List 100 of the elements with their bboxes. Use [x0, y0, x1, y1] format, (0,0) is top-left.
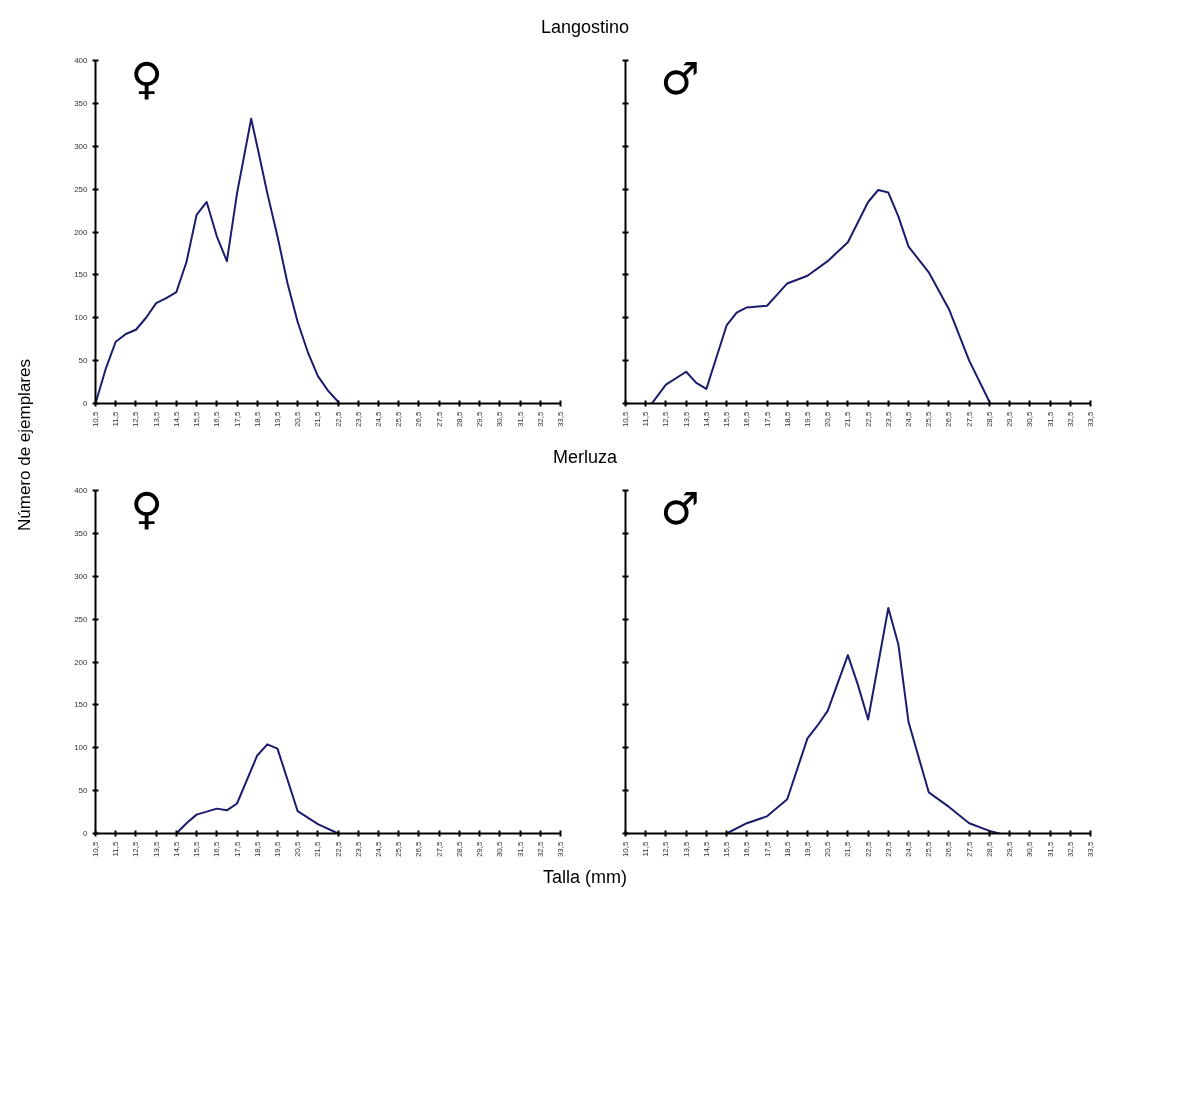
x-tick-label: 11,5 — [641, 840, 651, 857]
x-tick-label: 20,5 — [823, 840, 833, 858]
x-tick-label: 10,5 — [91, 840, 100, 858]
x-tick-label: 25,5 — [394, 840, 404, 858]
x-tick-label: 19,5 — [802, 410, 812, 428]
x-tick-label: 22,5 — [863, 410, 873, 428]
x-tick-label: 28,5 — [984, 410, 994, 428]
x-tick-label: 33,5 — [556, 410, 565, 428]
x-tick-label: 28,5 — [454, 410, 464, 428]
x-tick-label: 23,5 — [353, 410, 363, 428]
x-tick-label: 18,5 — [252, 840, 262, 858]
x-tick-label: 15,5 — [722, 410, 732, 428]
chart-title: Langostino — [540, 16, 630, 39]
y-tick-label: 400 — [74, 56, 89, 65]
x-tick-label: 29,5 — [1005, 840, 1015, 858]
x-tick-label: 32,5 — [1065, 410, 1075, 428]
x-tick-label: 21,5 — [843, 840, 853, 858]
x-tick-label: 27,5 — [434, 840, 444, 858]
x-tick-label: 24,5 — [904, 410, 914, 428]
x-tick-label: 26,5 — [414, 840, 424, 858]
line-series — [95, 117, 340, 404]
x-tick-label: 17,5 — [762, 410, 772, 428]
y-tick-label: 100 — [74, 313, 89, 323]
x-tick-label: 21,5 — [313, 410, 323, 428]
x-tick-label: 17,5 — [232, 410, 242, 428]
x-tick-label: 15,5 — [192, 840, 202, 858]
x-tick-label: 25,5 — [394, 410, 404, 428]
x-tick-label: 23,5 — [883, 410, 893, 428]
x-tick-label: 30,5 — [1025, 410, 1035, 428]
x-tick-label: 13,5 — [151, 410, 161, 428]
x-tick-label: 24,5 — [374, 410, 384, 428]
y-tick-label: 400 — [74, 486, 89, 495]
x-tick-label: 33,5 — [1086, 840, 1095, 858]
annotation: ♂ — [660, 52, 700, 104]
x-tick-label: 21,5 — [313, 840, 323, 858]
x-tick-label: 17,5 — [232, 840, 242, 858]
x-tick-label: 28,5 — [454, 840, 464, 858]
x-tick-label: 32,5 — [535, 410, 545, 428]
x-tick-label: 10,5 — [621, 840, 630, 858]
x-tick-label: 29,5 — [475, 410, 485, 428]
x-tick-label: 13,5 — [681, 840, 691, 858]
x-tick-label: 31,5 — [515, 840, 525, 858]
x-tick-label: 26,5 — [414, 410, 424, 428]
x-tick-label: 32,5 — [535, 840, 545, 858]
x-tick-label: 27,5 — [964, 840, 974, 858]
y-tick-label: 100 — [74, 743, 89, 753]
x-tick-label: 26,5 — [944, 840, 954, 858]
x-tick-label: 16,5 — [742, 840, 752, 858]
x-tick-label: 19,5 — [272, 410, 282, 428]
y-tick-label: 150 — [74, 700, 89, 710]
y-tick-label: 300 — [74, 141, 89, 151]
x-tick-label: 17,5 — [762, 840, 772, 858]
line-series — [175, 743, 340, 834]
x-tick-label: 19,5 — [272, 840, 282, 858]
x-tick-label: 25,5 — [924, 840, 934, 858]
y-tick-label: 250 — [74, 184, 89, 194]
x-tick-label: 24,5 — [374, 840, 384, 858]
x-tick-label: 18,5 — [782, 410, 792, 428]
x-tick-label: 13,5 — [681, 410, 691, 428]
annotation: ♀ — [130, 52, 163, 104]
x-tick-label: 11,5 — [641, 410, 651, 427]
x-tick-label: 11,5 — [111, 840, 121, 857]
x-tick-label: 21,5 — [843, 410, 853, 428]
x-tick-label: 22,5 — [333, 410, 343, 428]
y-tick-label: 350 — [74, 98, 89, 108]
x-tick-label: 14,5 — [171, 840, 181, 858]
x-tick-label: 32,5 — [1065, 840, 1075, 858]
x-tick-label: 13,5 — [151, 840, 161, 858]
x-tick-label: 11,5 — [111, 410, 121, 427]
y-tick-label: 350 — [74, 528, 89, 538]
x-tick-label: 29,5 — [1005, 410, 1015, 428]
x-tick-label: 20,5 — [293, 410, 303, 428]
x-tick-label: 30,5 — [495, 840, 505, 858]
x-tick-label: 24,5 — [904, 840, 914, 858]
x-tick-label: 14,5 — [701, 410, 711, 428]
x-tick-label: 14,5 — [171, 410, 181, 428]
x-tick-label: 20,5 — [823, 410, 833, 428]
x-tick-label: 10,5 — [621, 410, 630, 428]
x-tick-label: 12,5 — [131, 840, 141, 858]
x-tick-label: 10,5 — [91, 410, 100, 428]
x-tick-label: 31,5 — [1045, 410, 1055, 428]
x-tick-label: 27,5 — [434, 410, 444, 428]
y-tick-label: 50 — [78, 356, 89, 366]
y-tick-label: 50 — [78, 786, 89, 796]
x-tick-label: 27,5 — [964, 410, 974, 428]
chart-title: Merluza — [552, 446, 618, 469]
x-tick-label: 22,5 — [333, 840, 343, 858]
y-tick-label: 200 — [74, 227, 89, 237]
x-tick-label: 31,5 — [1045, 840, 1055, 858]
x-tick-label: 15,5 — [192, 410, 202, 428]
x-tick-label: 18,5 — [782, 840, 792, 858]
y-axis-title: Número de ejemplares — [13, 359, 35, 531]
x-tick-label: 33,5 — [556, 840, 565, 858]
y-tick-label: 200 — [74, 657, 89, 667]
x-tick-label: 14,5 — [701, 840, 711, 858]
x-tick-label: 33,5 — [1086, 410, 1095, 428]
y-tick-label: 150 — [74, 270, 89, 280]
x-tick-label: 16,5 — [742, 410, 752, 428]
x-tick-label: 16,5 — [212, 840, 222, 858]
x-tick-label: 15,5 — [722, 840, 732, 858]
